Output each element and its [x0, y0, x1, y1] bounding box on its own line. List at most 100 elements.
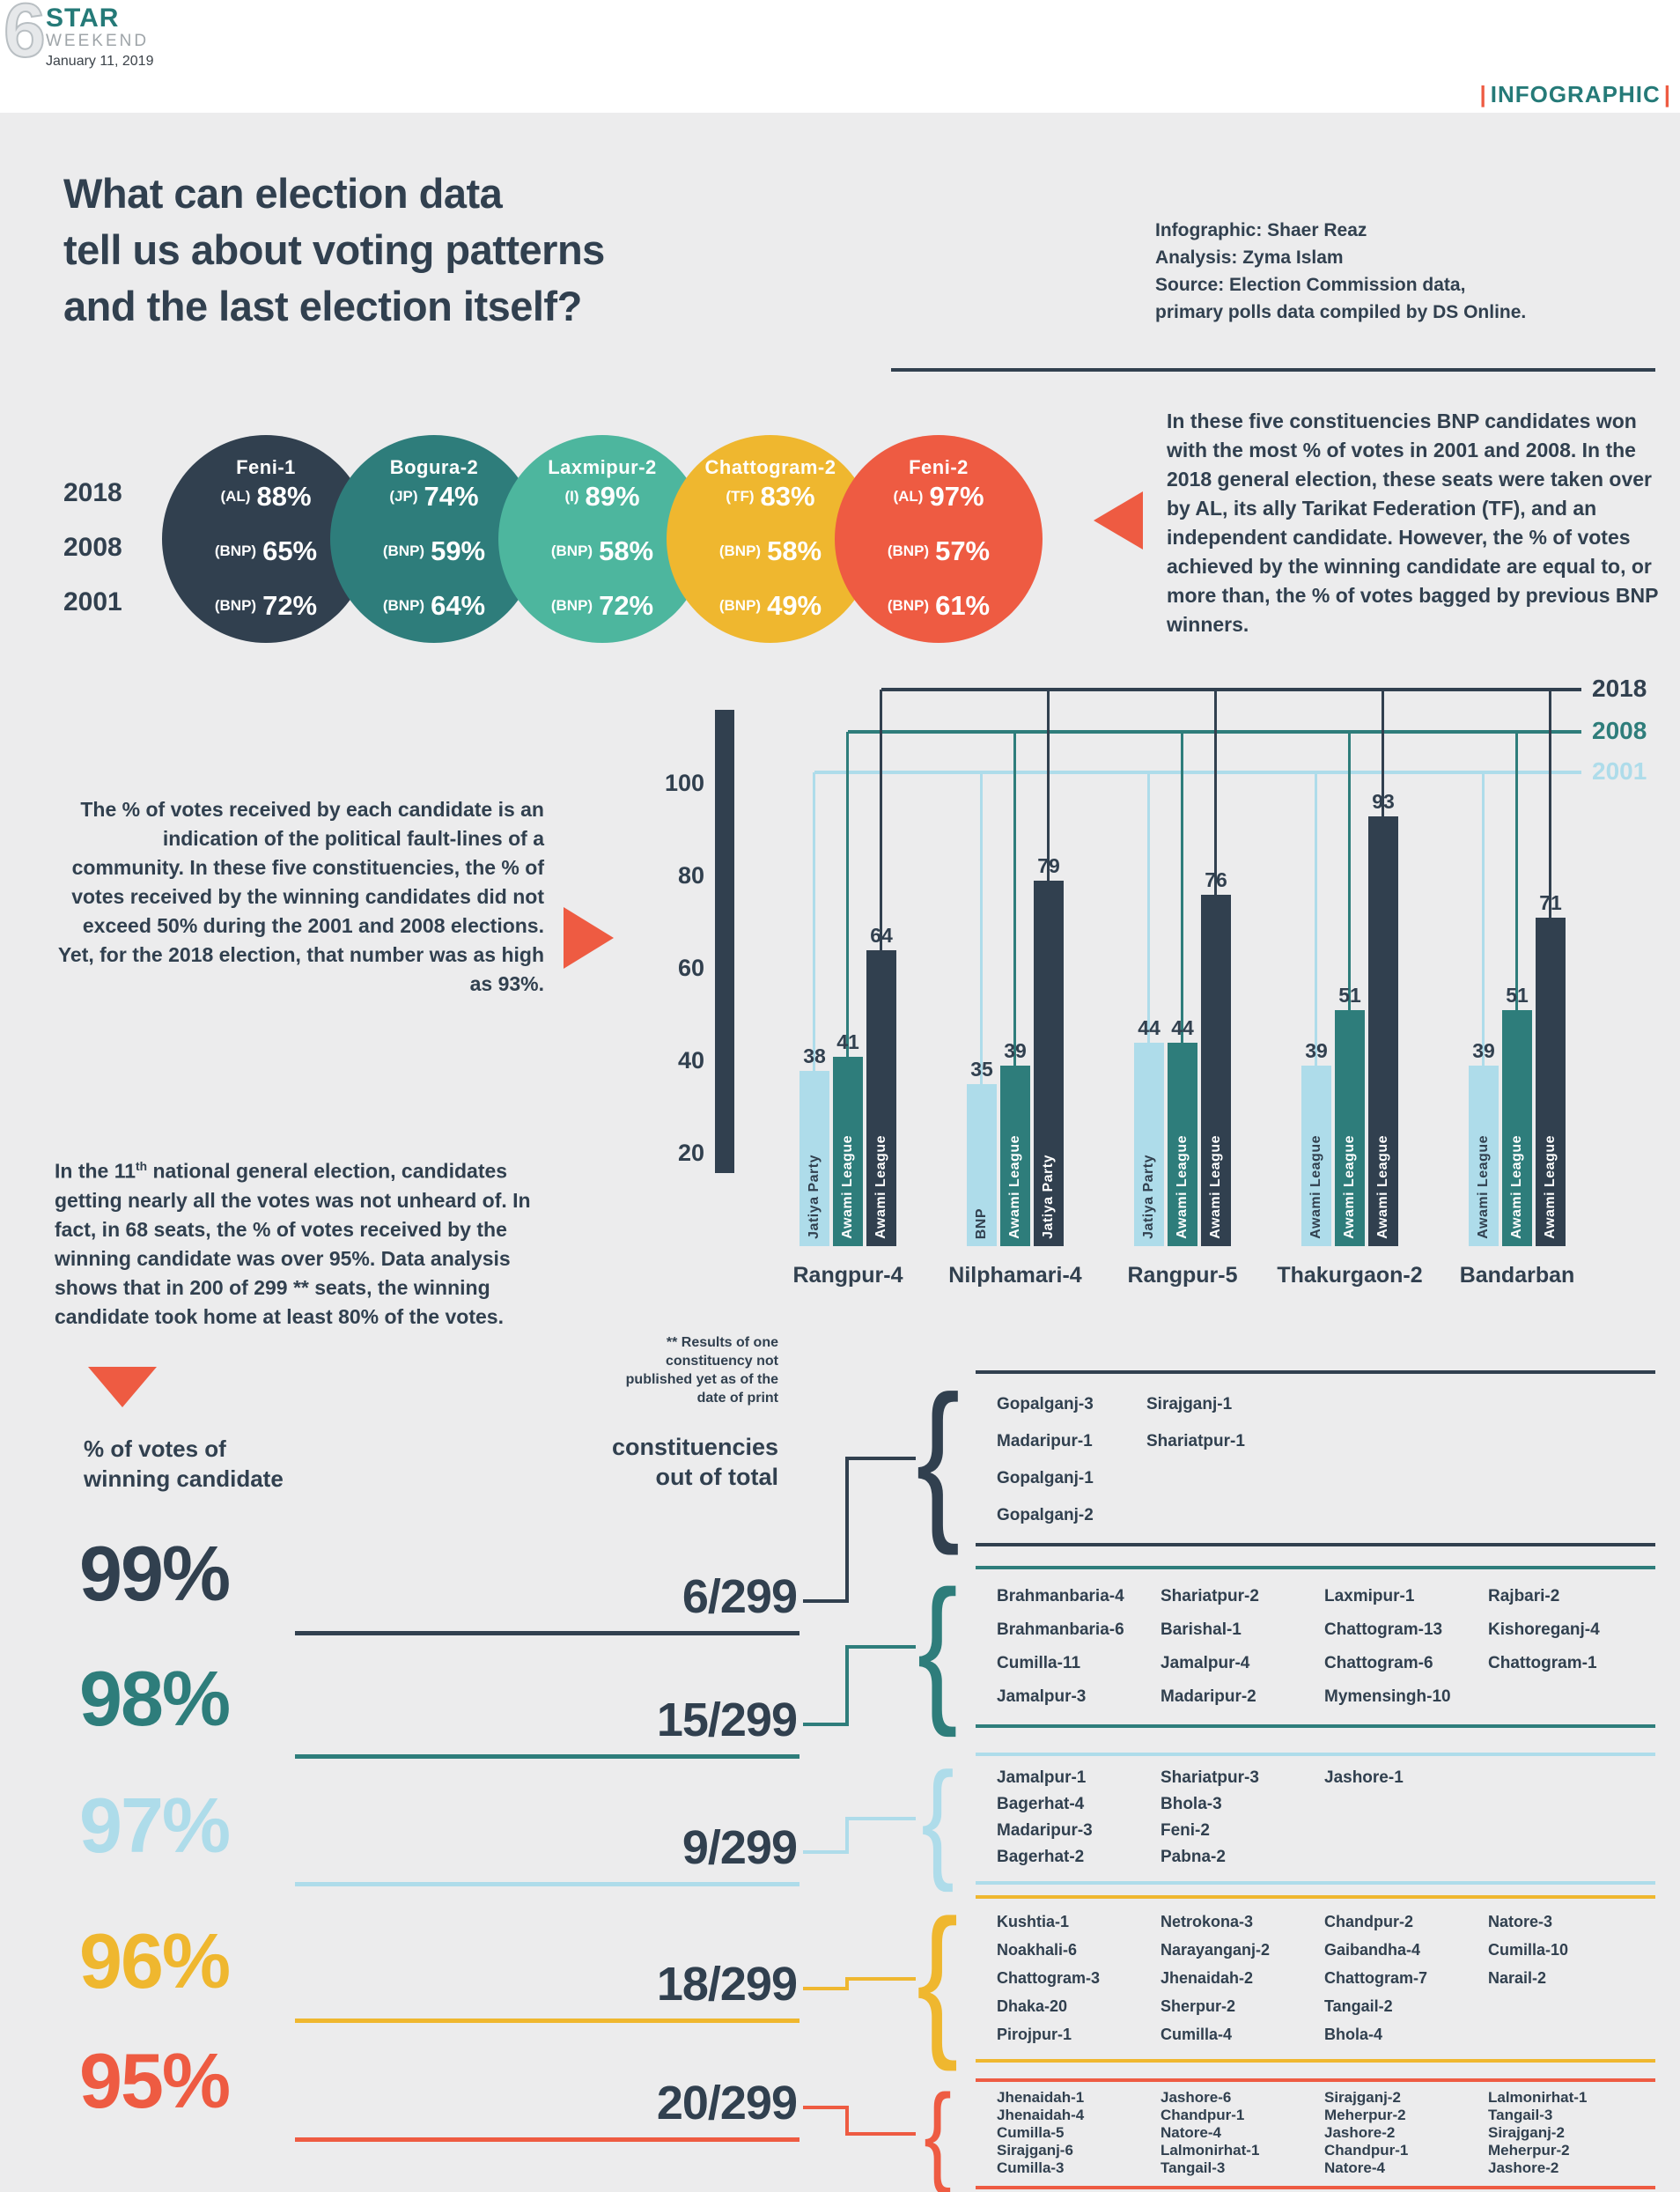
right-axis-label-line-2: out of total	[655, 1464, 778, 1490]
bar-value-label: 44	[1171, 1016, 1194, 1039]
vote-percent: 83%	[760, 481, 815, 512]
credit-infographic: Infographic: Shaer Reaz	[1155, 220, 1367, 240]
y-axis-tick-label: 80	[677, 862, 704, 889]
party-name-vertical: Awami League	[873, 1135, 888, 1239]
chart-note: The % of votes received by each candidat…	[57, 798, 544, 995]
credit-analysis: Analysis: Zyma Islam	[1155, 247, 1344, 268]
bar-connector	[1348, 732, 1351, 1011]
bar-value-label: 41	[836, 1030, 859, 1053]
constituency-circles: Feni-1 (AL) 88% (BNP) 65% (BNP) 72% Bogura-2 (JP…	[0, 435, 1680, 646]
bar-party-label: Awami League	[1301, 1066, 1331, 1246]
bar: Jatiya Party	[1034, 881, 1064, 1246]
y-axis-tick-label: 40	[677, 1047, 704, 1074]
bar-connector	[1549, 690, 1551, 919]
bar: BNP	[967, 1084, 997, 1246]
bar-party-label: Awami League	[833, 1057, 863, 1246]
constituency-circle: Feni-1 (AL) 88% (BNP) 65% (BNP) 72%	[162, 435, 370, 643]
bar: Awami League	[833, 1056, 863, 1246]
bar-connector	[1515, 732, 1518, 1011]
bar-connector	[1382, 690, 1384, 816]
issue-date: January 11, 2019	[46, 54, 154, 69]
bottom-note-pre: In the 11	[55, 1159, 136, 1183]
circle-year-row: (I) 89%	[498, 477, 706, 516]
bar-connector	[1047, 690, 1050, 882]
circle-year-row: (AL) 88%	[162, 477, 370, 516]
circle-year-row: (BNP) 72%	[498, 587, 706, 625]
circle-year-row: (BNP) 65%	[162, 532, 370, 571]
bar-value-label: 39	[1004, 1039, 1027, 1063]
circle-year-row: (AL) 97%	[835, 477, 1043, 516]
party-abbrev: (BNP)	[214, 542, 257, 559]
bar: Awami League	[1368, 816, 1398, 1246]
bar-value-label: 35	[970, 1058, 993, 1081]
bar: Jatiya Party	[799, 1070, 829, 1246]
y-axis-bar	[715, 710, 734, 1173]
bar-value-label: 93	[1372, 789, 1395, 813]
bar-value-label: 51	[1338, 984, 1361, 1007]
bar: Awami League	[1536, 918, 1566, 1246]
bar-connector	[1147, 772, 1150, 1043]
brand-weekend: WEEKEND	[46, 32, 150, 50]
category-label: Rangpur-5	[1127, 1263, 1238, 1288]
bar-connector	[1013, 732, 1016, 1066]
down-arrow-icon	[88, 1367, 157, 1407]
section-tag-label: INFOGRAPHIC	[1490, 81, 1661, 107]
legend-label-2001: 2001	[1592, 757, 1647, 785]
grouped-bar-chart: 100 80 60 40 20 2001 2008 2018 Jatiya Party 38 Awa…	[641, 668, 1680, 1310]
party-name-vertical: Awami League	[840, 1135, 855, 1239]
circle-title: Bogura-2	[389, 456, 479, 478]
bar-party-label: Awami League	[1536, 918, 1566, 1246]
bar-party-label: Awami League	[866, 950, 896, 1246]
bar-value-label: 44	[1138, 1016, 1161, 1039]
bar-connector	[846, 732, 849, 1057]
superscript-th: th	[136, 1160, 148, 1173]
right-axis-label-line-1: constituencies	[611, 1434, 778, 1460]
vote-percent: 64%	[431, 590, 486, 621]
party-abbrev: (BNP)	[214, 597, 257, 614]
circle-year-row: (TF) 83%	[667, 477, 874, 516]
party-name-vertical: Awami League	[1509, 1135, 1524, 1239]
bar-party-label: Jatiya Party	[1034, 881, 1064, 1246]
circle-year-row: (BNP) 59%	[330, 532, 538, 571]
party-abbrev: (BNP)	[550, 597, 593, 614]
circle-year-row: (JP) 74%	[330, 477, 538, 516]
party-name-vertical: Awami League	[1375, 1135, 1390, 1239]
year-label-2008: 2008	[63, 533, 122, 562]
circle-title: Feni-2	[909, 456, 969, 478]
party-abbrev: (BNP)	[887, 542, 930, 559]
page-number: 6	[3, 0, 47, 74]
bar: Awami League	[1469, 1066, 1499, 1246]
circle-title: Feni-1	[236, 456, 296, 478]
party-abbrev: (JP)	[389, 488, 418, 505]
party-abbrev: (I)	[564, 488, 579, 505]
title-line-3: and the last election itself?	[63, 283, 582, 329]
circle-title: Chattogram-2	[704, 456, 836, 478]
party-abbrev: (BNP)	[718, 597, 762, 614]
party-name-vertical: Awami League	[1342, 1135, 1357, 1239]
bar: Awami League	[1168, 1043, 1197, 1246]
vote-percent: 72%	[262, 590, 318, 621]
category-label: Nilphamari-4	[948, 1263, 1082, 1288]
party-name-vertical: Awami League	[1308, 1135, 1323, 1239]
category-label: Rangpur-4	[792, 1263, 903, 1288]
legend-label-2018: 2018	[1592, 675, 1647, 702]
brand-star: STAR	[46, 4, 120, 33]
party-name-vertical: Awami League	[1175, 1135, 1190, 1239]
party-name-vertical: Jatiya Party	[1041, 1155, 1056, 1239]
section-tag: | INFOGRAPHIC |	[1479, 81, 1671, 108]
title-line-1: What can election data	[63, 170, 503, 217]
vote-percent: 49%	[767, 590, 822, 621]
legend-line-2001	[814, 771, 1581, 774]
party-abbrev: (AL)	[893, 488, 924, 505]
tag-pipe-right: |	[1663, 81, 1671, 107]
legend-label-2008: 2008	[1592, 717, 1647, 744]
vote-percent: 58%	[599, 535, 654, 566]
bar-connector	[1482, 772, 1485, 1066]
party-abbrev: (BNP)	[382, 597, 425, 614]
bar-value-label: 39	[1472, 1039, 1495, 1063]
party-name-vertical: Awami League	[1007, 1135, 1022, 1239]
tag-pipe-left: |	[1479, 81, 1487, 107]
bar-party-label: Awami League	[1201, 895, 1231, 1246]
party-abbrev: (BNP)	[887, 597, 930, 614]
